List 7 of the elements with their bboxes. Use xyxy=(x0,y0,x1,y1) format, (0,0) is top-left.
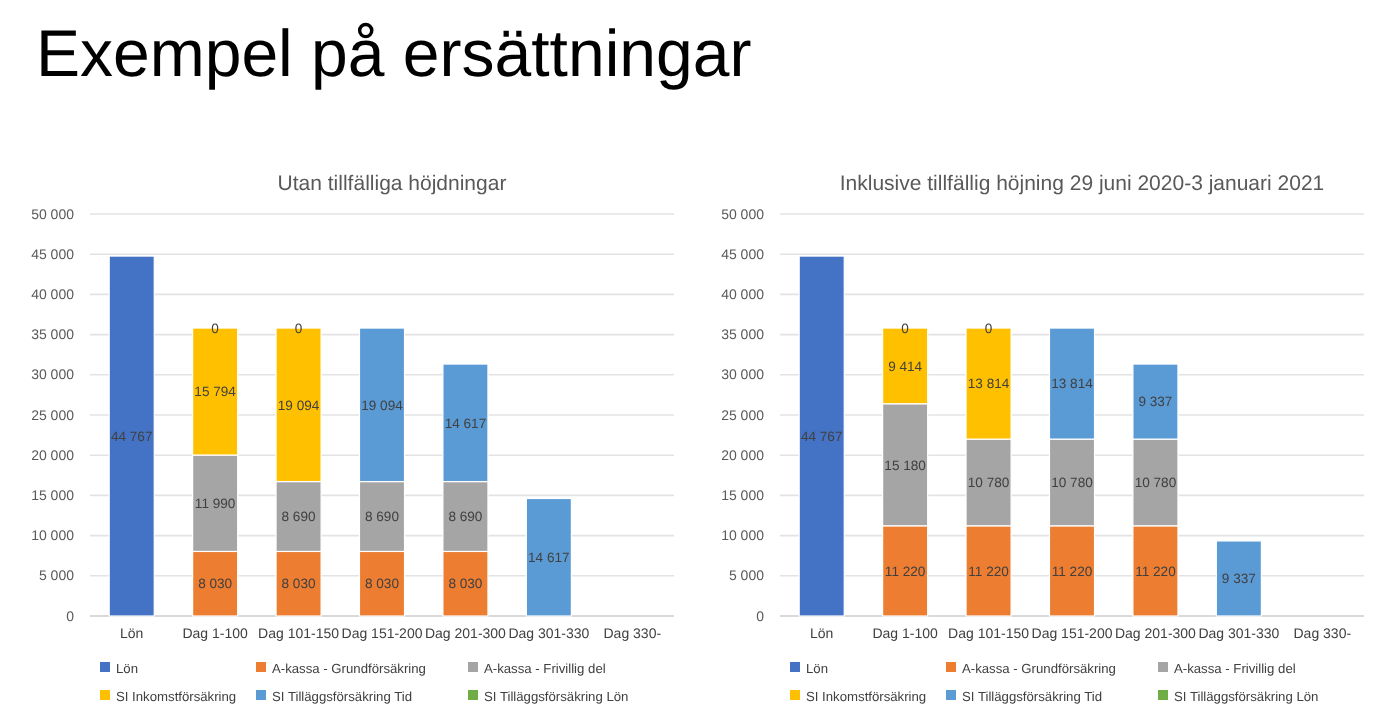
bar xyxy=(525,497,572,617)
chart-title: Utan tillfälliga höjdningar xyxy=(277,172,508,196)
bar xyxy=(1215,540,1262,617)
bar xyxy=(798,255,845,617)
bar xyxy=(108,255,155,617)
chart-title: Inklusive tillfällig höjning 29 juni 2020-3 januari 2021 xyxy=(839,172,1325,196)
text: Exempel på ersättningar xyxy=(36,16,752,90)
